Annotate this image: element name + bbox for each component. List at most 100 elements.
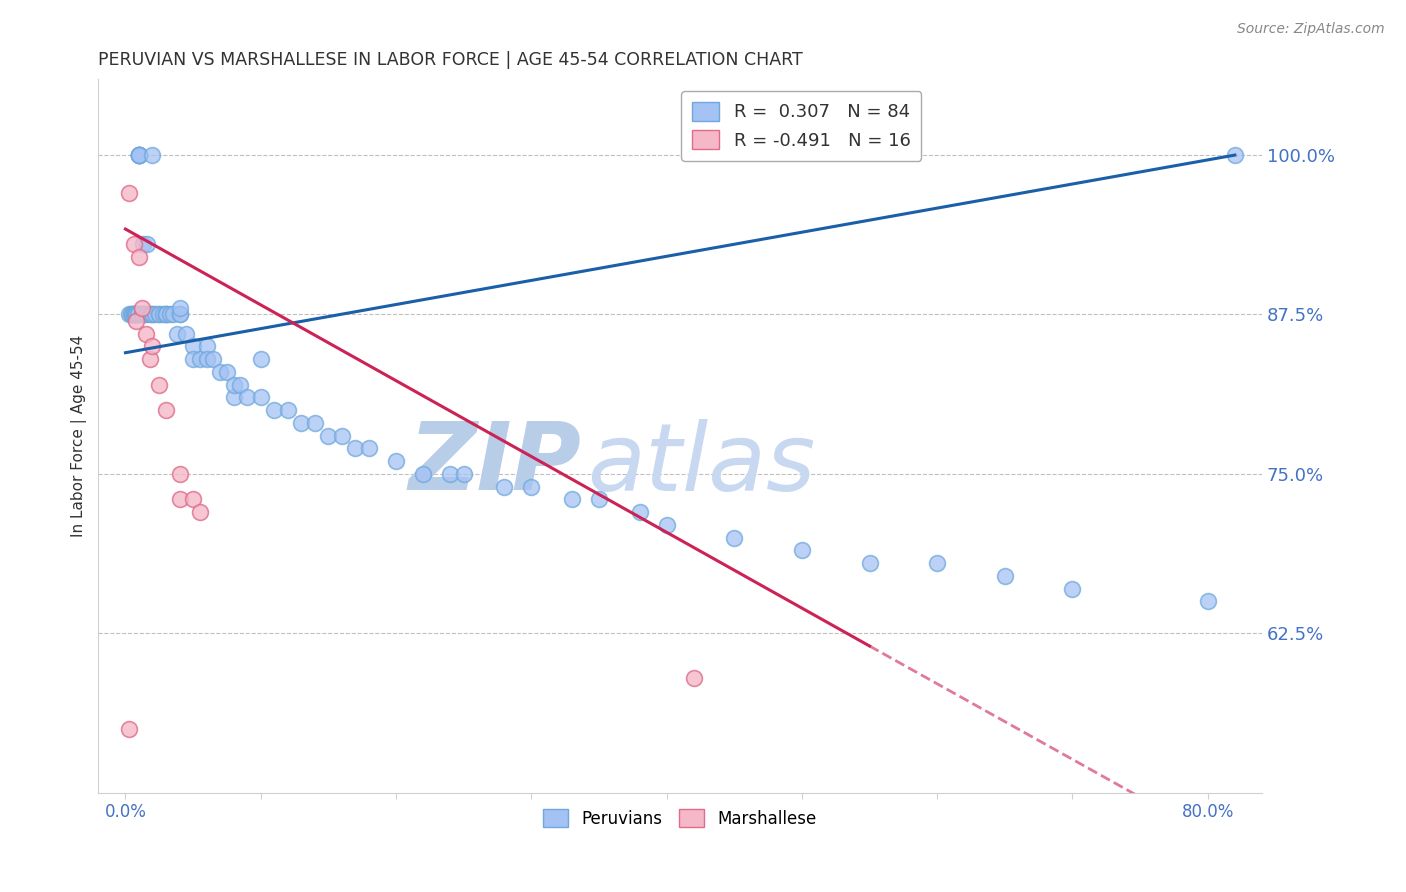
Point xyxy=(120,308,142,322)
Point xyxy=(169,492,191,507)
Point xyxy=(181,352,204,367)
Point xyxy=(127,308,149,322)
Point xyxy=(148,308,170,322)
Point xyxy=(136,237,159,252)
Point xyxy=(141,308,163,322)
Point xyxy=(994,569,1017,583)
Point xyxy=(122,308,145,322)
Point xyxy=(202,352,225,367)
Point xyxy=(139,308,162,322)
Point xyxy=(1062,582,1084,596)
Point xyxy=(927,556,949,570)
Point xyxy=(125,314,148,328)
Point xyxy=(181,339,204,353)
Point xyxy=(152,308,174,322)
Point xyxy=(195,352,218,367)
Point xyxy=(155,308,177,322)
Point xyxy=(128,148,150,162)
Point xyxy=(141,308,163,322)
Legend: Peruvians, Marshallese: Peruvians, Marshallese xyxy=(537,803,824,834)
Point xyxy=(121,308,143,322)
Point xyxy=(143,308,166,322)
Point xyxy=(124,308,146,322)
Point xyxy=(277,403,299,417)
Point xyxy=(723,531,745,545)
Text: ZIP: ZIP xyxy=(408,418,581,510)
Point xyxy=(128,148,150,162)
Point xyxy=(304,416,326,430)
Point xyxy=(124,308,146,322)
Point xyxy=(1197,594,1219,608)
Point xyxy=(135,326,157,341)
Point xyxy=(118,308,141,322)
Point xyxy=(155,308,177,322)
Point xyxy=(155,308,177,322)
Point xyxy=(128,148,150,162)
Point xyxy=(249,352,271,367)
Point xyxy=(169,301,191,315)
Point xyxy=(290,416,312,430)
Point xyxy=(188,505,211,519)
Point xyxy=(181,492,204,507)
Point xyxy=(131,301,153,315)
Point xyxy=(118,722,141,736)
Point xyxy=(344,442,367,456)
Point xyxy=(229,377,252,392)
Point xyxy=(412,467,434,481)
Point xyxy=(159,308,181,322)
Point xyxy=(155,403,177,417)
Point xyxy=(118,186,141,201)
Point xyxy=(169,308,191,322)
Point xyxy=(128,148,150,162)
Point xyxy=(209,365,232,379)
Point xyxy=(520,480,543,494)
Point xyxy=(169,467,191,481)
Point xyxy=(318,428,340,442)
Point xyxy=(125,308,148,322)
Point xyxy=(166,326,188,341)
Point xyxy=(215,365,238,379)
Point xyxy=(122,237,145,252)
Point xyxy=(128,148,150,162)
Point xyxy=(148,308,170,322)
Point xyxy=(453,467,475,481)
Point xyxy=(128,148,150,162)
Point xyxy=(858,556,880,570)
Point xyxy=(655,517,678,532)
Point xyxy=(222,390,245,404)
Point xyxy=(385,454,408,468)
Point xyxy=(141,339,163,353)
Point xyxy=(494,480,516,494)
Point xyxy=(141,148,163,162)
Point xyxy=(135,308,157,322)
Point xyxy=(439,467,461,481)
Point xyxy=(561,492,583,507)
Point xyxy=(588,492,610,507)
Point xyxy=(148,377,170,392)
Point xyxy=(682,671,704,685)
Point xyxy=(628,505,651,519)
Point xyxy=(128,148,150,162)
Text: Source: ZipAtlas.com: Source: ZipAtlas.com xyxy=(1237,22,1385,37)
Point xyxy=(330,428,353,442)
Point xyxy=(188,352,211,367)
Y-axis label: In Labor Force | Age 45-54: In Labor Force | Age 45-54 xyxy=(72,334,87,537)
Point xyxy=(195,339,218,353)
Point xyxy=(127,308,149,322)
Point xyxy=(131,308,153,322)
Point xyxy=(125,308,148,322)
Point xyxy=(121,308,143,322)
Point xyxy=(236,390,259,404)
Text: PERUVIAN VS MARSHALLESE IN LABOR FORCE | AGE 45-54 CORRELATION CHART: PERUVIAN VS MARSHALLESE IN LABOR FORCE |… xyxy=(98,51,803,69)
Point xyxy=(135,308,157,322)
Point xyxy=(1223,148,1246,162)
Point xyxy=(124,308,146,322)
Point xyxy=(162,308,184,322)
Point xyxy=(122,308,145,322)
Point xyxy=(169,308,191,322)
Point xyxy=(139,352,162,367)
Point xyxy=(790,543,813,558)
Point xyxy=(174,326,197,341)
Text: atlas: atlas xyxy=(588,418,815,509)
Point xyxy=(357,442,380,456)
